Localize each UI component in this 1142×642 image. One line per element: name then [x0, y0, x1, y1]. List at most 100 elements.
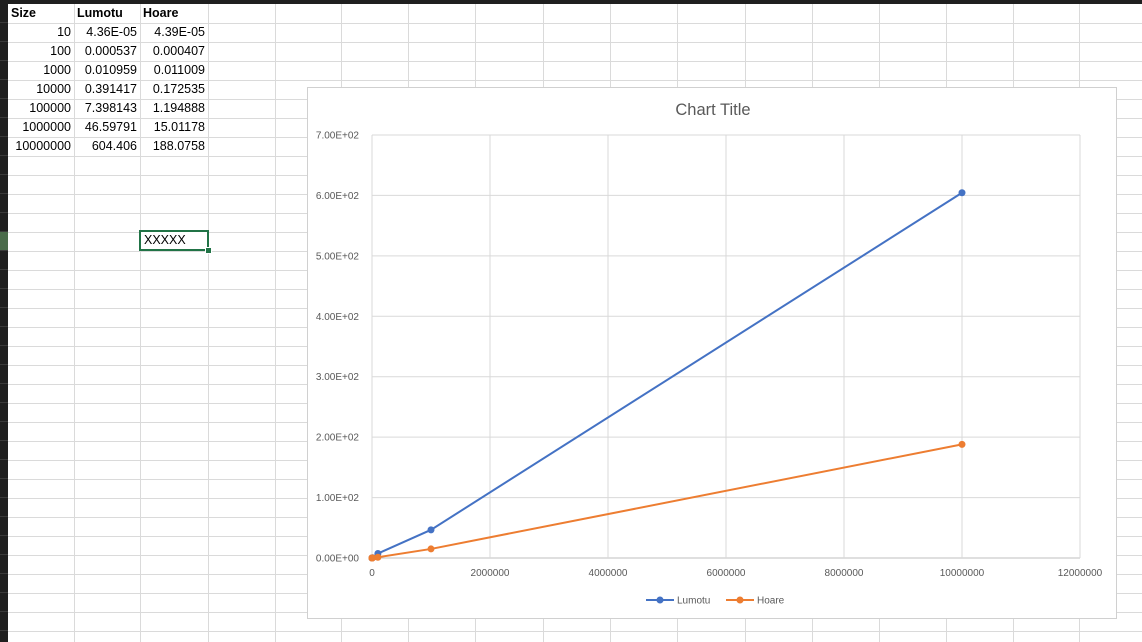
- row-header[interactable]: [0, 80, 8, 99]
- chart-legend[interactable]: Lumotu Hoare: [646, 596, 785, 607]
- row-header[interactable]: [0, 384, 8, 403]
- row-header[interactable]: [0, 289, 8, 308]
- chart-title[interactable]: Chart Title: [675, 101, 750, 119]
- cell-hoare[interactable]: 0.011009: [153, 63, 205, 77]
- row-header[interactable]: [0, 42, 8, 61]
- row-header[interactable]: [0, 536, 8, 555]
- row-header[interactable]: [0, 251, 8, 270]
- cell-lumotu[interactable]: 7.398143: [84, 101, 137, 115]
- active-cell[interactable]: XXXXX: [139, 230, 209, 251]
- row-header[interactable]: [0, 346, 8, 365]
- row-header[interactable]: [0, 137, 8, 156]
- column-gridline: [208, 4, 209, 642]
- row-header[interactable]: [0, 403, 8, 422]
- cell-size[interactable]: 10000: [36, 82, 71, 96]
- row-header[interactable]: [0, 574, 8, 593]
- x-tick-label: 4000000: [589, 568, 628, 579]
- fill-handle[interactable]: [205, 247, 212, 254]
- cell-hoare[interactable]: 0.000407: [152, 44, 205, 58]
- row-gridline: [8, 61, 1142, 62]
- row-header[interactable]: [0, 99, 8, 118]
- column-gridline: [140, 4, 141, 642]
- cell-lumotu[interactable]: 4.36E-05: [86, 25, 137, 39]
- header-lumotu[interactable]: Lumotu: [77, 6, 123, 20]
- cell-lumotu[interactable]: 46.59791: [84, 120, 137, 134]
- data-point-hoare[interactable]: [958, 440, 966, 448]
- row-header[interactable]: [0, 61, 8, 80]
- x-tick-label: 0: [369, 568, 375, 579]
- chart-axes: 0.00E+00 1.00E+02 2.00E+02 3.00E+02 4.00E+02…: [316, 131, 1103, 580]
- chart-gridlines: [371, 134, 1081, 559]
- cell-size[interactable]: 1000000: [22, 120, 71, 134]
- cell-hoare[interactable]: 4.39E-05: [154, 25, 205, 39]
- data-point-hoare[interactable]: [369, 554, 377, 562]
- row-header[interactable]: [0, 327, 8, 346]
- row-header[interactable]: [0, 194, 8, 213]
- chart-series[interactable]: [368, 189, 966, 562]
- x-tick-label: 8000000: [825, 568, 864, 579]
- row-header[interactable]: [0, 517, 8, 536]
- cell-size[interactable]: 1000: [43, 63, 71, 77]
- data-point-lumotu[interactable]: [958, 189, 966, 197]
- header-size[interactable]: Size: [11, 6, 37, 20]
- row-header[interactable]: [0, 460, 8, 479]
- row-header[interactable]: [0, 175, 8, 194]
- row-header[interactable]: [0, 232, 8, 251]
- y-tick-label: 1.00E+02: [316, 493, 360, 504]
- row-header[interactable]: [0, 365, 8, 384]
- y-tick-label: 2.00E+02: [316, 433, 360, 444]
- cell-hoare[interactable]: 188.0758: [152, 139, 205, 153]
- x-tick-label: 10000000: [940, 568, 985, 579]
- row-gridline: [8, 42, 1142, 43]
- row-header[interactable]: [0, 118, 8, 137]
- row-header[interactable]: [0, 441, 8, 460]
- row-header[interactable]: [0, 612, 8, 631]
- row-header[interactable]: [0, 422, 8, 441]
- data-point-hoare[interactable]: [427, 545, 435, 553]
- column-gridline: [275, 4, 276, 642]
- cell-hoare[interactable]: 0.172535: [152, 82, 205, 96]
- y-tick-label: 3.00E+02: [316, 372, 360, 383]
- row-header[interactable]: [0, 213, 8, 232]
- row-header[interactable]: [0, 498, 8, 517]
- cell-size[interactable]: 100: [50, 44, 71, 58]
- cell-lumotu[interactable]: 0.010959: [84, 63, 137, 77]
- legend-label-lumotu[interactable]: Lumotu: [677, 596, 710, 607]
- series-line-hoare[interactable]: [371, 443, 963, 559]
- legend-marker-hoare[interactable]: [736, 596, 744, 604]
- header-hoare[interactable]: Hoare: [143, 6, 179, 20]
- cell-size[interactable]: 10: [57, 25, 71, 39]
- cell-size[interactable]: 10000000: [15, 139, 71, 153]
- row-header[interactable]: [0, 479, 8, 498]
- row-gridline: [8, 631, 1142, 632]
- row-header[interactable]: [0, 4, 8, 23]
- data-point-hoare[interactable]: [374, 553, 382, 561]
- y-tick-label: 5.00E+02: [316, 251, 360, 262]
- cell-size[interactable]: 100000: [29, 101, 71, 115]
- chart-canvas: Chart Title 0.00E+00 1.00E+02 2.00E+02 3.00…: [316, 101, 1103, 607]
- row-header[interactable]: [0, 631, 8, 642]
- row-header-strip[interactable]: [0, 0, 8, 642]
- row-header[interactable]: [0, 270, 8, 289]
- row-header[interactable]: [0, 156, 8, 175]
- legend-label-hoare[interactable]: Hoare: [757, 596, 785, 607]
- row-header[interactable]: [0, 308, 8, 327]
- x-tick-label: 2000000: [471, 568, 510, 579]
- line-chart[interactable]: Chart Title 0.00E+00 1.00E+02 2.00E+02 3.00…: [307, 87, 1117, 619]
- column-gridline: [74, 4, 75, 642]
- cell-lumotu[interactable]: 0.391417: [84, 82, 137, 96]
- y-tick-label: 6.00E+02: [316, 191, 360, 202]
- data-point-lumotu[interactable]: [427, 526, 435, 534]
- cell-lumotu[interactable]: 604.406: [91, 139, 137, 153]
- cell-lumotu[interactable]: 0.000537: [84, 44, 137, 58]
- cell-hoare[interactable]: 15.01178: [153, 120, 205, 134]
- cell-hoare[interactable]: 1.194888: [152, 101, 205, 115]
- row-header[interactable]: [0, 593, 8, 612]
- column-header-strip[interactable]: [0, 0, 1142, 4]
- x-tick-label: 12000000: [1058, 568, 1103, 579]
- legend-marker-lumotu[interactable]: [656, 596, 664, 604]
- row-header[interactable]: [0, 555, 8, 574]
- y-tick-label: 0.00E+00: [316, 554, 360, 565]
- row-header[interactable]: [0, 23, 8, 42]
